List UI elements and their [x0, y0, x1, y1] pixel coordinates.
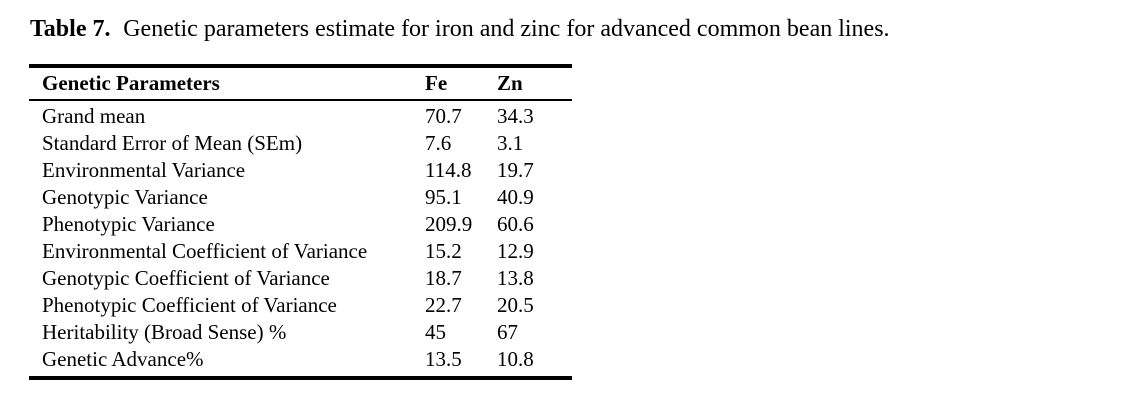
table-row: Standard Error of Mean (SEm) 7.6 3.1: [29, 130, 572, 157]
column-header-fe: Fe: [425, 66, 497, 101]
zn-value-cell: 3.1: [497, 131, 524, 155]
fe-value-cell: 15.2: [425, 239, 462, 263]
parameter-cell: Genotypic Variance: [42, 185, 208, 209]
fe-value-cell: 45: [425, 320, 446, 344]
table-row: Genotypic Variance 95.1 40.9: [29, 184, 572, 211]
table-row: Heritability (Broad Sense) % 45 67: [29, 319, 572, 346]
parameter-cell: Environmental Coefficient of Variance: [42, 239, 368, 263]
parameter-cell: Grand mean: [42, 104, 146, 128]
table-caption: Table 7. Genetic parameters estimate for…: [30, 14, 890, 44]
parameter-cell: Phenotypic Variance: [42, 212, 215, 236]
zn-value-cell: 10.8: [497, 347, 534, 371]
table-caption-number: Table 7.: [30, 16, 111, 42]
zn-value-cell: 40.9: [497, 185, 534, 209]
table-row: Environmental Variance 114.8 19.7: [29, 157, 572, 184]
parameter-cell: Genetic Advance%: [42, 347, 204, 371]
table-row: Phenotypic Variance 209.9 60.6: [29, 211, 572, 238]
genetic-parameters-table: Genetic Parameters Fe Zn Grand mean 70.7…: [29, 64, 572, 380]
column-header-zn: Zn: [497, 66, 572, 101]
table-caption-text: Genetic parameters estimate for iron and…: [123, 16, 890, 42]
zn-value-cell: 13.8: [497, 266, 534, 290]
fe-value-cell: 95.1: [425, 185, 462, 209]
column-header-parameter: Genetic Parameters: [29, 66, 425, 101]
zn-value-cell: 67: [497, 320, 518, 344]
fe-value-cell: 209.9: [425, 212, 473, 236]
table-row: Environmental Coefficient of Variance 15…: [29, 238, 572, 265]
zn-value-cell: 12.9: [497, 239, 534, 263]
fe-value-cell: 22.7: [425, 293, 462, 317]
fe-value-cell: 18.7: [425, 266, 462, 290]
fe-value-cell: 7.6: [425, 131, 452, 155]
zn-value-cell: 19.7: [497, 158, 534, 182]
parameter-cell: Phenotypic Coefficient of Variance: [42, 293, 337, 317]
parameter-cell: Standard Error of Mean (SEm): [42, 131, 303, 155]
zn-value-cell: 20.5: [497, 293, 534, 317]
fe-value-cell: 70.7: [425, 104, 462, 128]
table-row: Grand mean 70.7 34.3: [29, 100, 572, 130]
table-row: Genotypic Coefficient of Variance 18.7 1…: [29, 265, 572, 292]
table-header-row: Genetic Parameters Fe Zn: [29, 66, 572, 101]
fe-value-cell: 114.8: [425, 158, 472, 182]
fe-value-cell: 13.5: [425, 347, 462, 371]
zn-value-cell: 60.6: [497, 212, 534, 236]
parameter-cell: Environmental Variance: [42, 158, 246, 182]
parameter-cell: Genotypic Coefficient of Variance: [42, 266, 330, 290]
parameter-cell: Heritability (Broad Sense) %: [42, 320, 287, 344]
zn-value-cell: 34.3: [497, 104, 534, 128]
table-row: Genetic Advance% 13.5 10.8: [29, 346, 572, 378]
table-row: Phenotypic Coefficient of Variance 22.7 …: [29, 292, 572, 319]
